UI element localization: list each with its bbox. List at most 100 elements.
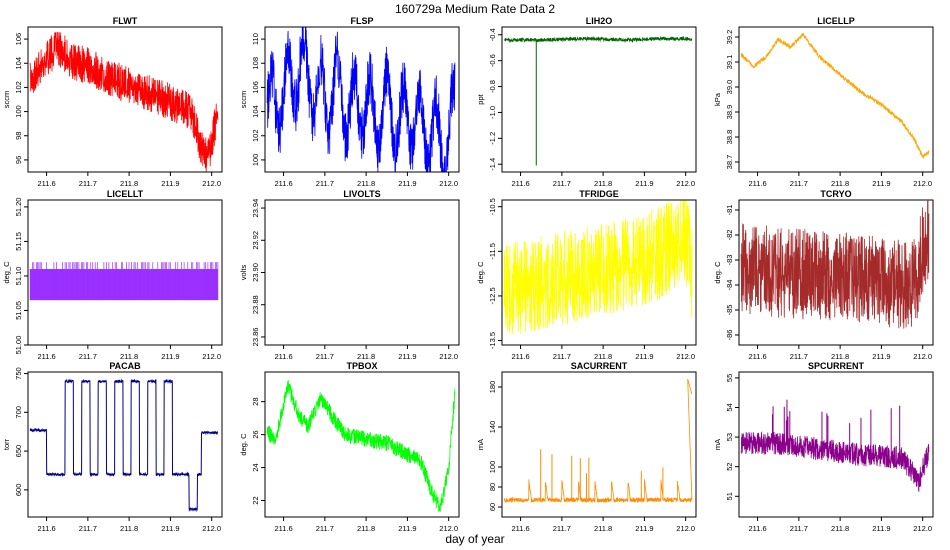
y-axis-label: ppt (476, 93, 485, 104)
y-tick-label: 22 (251, 496, 260, 504)
panel-title: LICELLP (817, 16, 855, 26)
series-line (266, 27, 456, 172)
series-line (503, 378, 693, 504)
x-tick-label: 211.9 (635, 179, 653, 188)
y-tick-label: 51.20 (14, 198, 23, 217)
y-tick-label: 23.94 (251, 199, 260, 218)
y-tick-label: 51.15 (14, 232, 23, 251)
y-tick-label: 51.00 (14, 336, 23, 355)
x-tick-label: 212.0 (202, 179, 221, 188)
plot-frame (27, 371, 223, 518)
x-tick-label: 211.7 (79, 179, 97, 188)
panel-sacurrent: SACURRENT 211.6 211.7 211.8 211.9 212.0 60 80 10… (476, 361, 697, 533)
y-tick-label: 102 (14, 81, 23, 94)
y-tick-label: -1.2 (488, 132, 497, 145)
y-axis-label: torr (2, 438, 11, 450)
x-tick-label: 211.7 (316, 352, 334, 361)
series-tfridge (503, 200, 693, 335)
series-line (266, 380, 456, 512)
x-tick-label: 211.9 (872, 524, 890, 533)
x-tick-label: 212.0 (913, 179, 932, 188)
panel-flsp: FLSP 211.6 211.7 211.8 211.9 212.0 100 102 104 10… (239, 16, 460, 188)
x-tick-label: 211.7 (553, 352, 571, 361)
y-tick-label: 600 (14, 484, 23, 497)
panel-livolts: LIVOLTS 211.6 211.7 211.8 211.9 212.0 23.86 23.… (239, 189, 460, 361)
x-tick-label: 211.7 (316, 179, 334, 188)
x-tick-label: 211.9 (398, 179, 416, 188)
series-pacab (29, 378, 219, 513)
y-tick-label: -1.0 (488, 106, 497, 119)
y-tick-label: 51.10 (14, 267, 23, 286)
y-axis-label: sccm (239, 91, 248, 109)
y-tick-label: -11.5 (488, 243, 497, 260)
panel-title: TPBOX (346, 361, 377, 371)
panel-title: TCRYO (820, 189, 851, 199)
x-tick-label: 211.7 (316, 524, 334, 533)
panel-lih2o: LIH2O 211.6 211.7 211.8 211.9 212.0 -1.4 -1.2 -1… (476, 16, 697, 188)
y-tick-label: 39.1 (725, 55, 734, 70)
x-tick-label: 211.6 (37, 179, 55, 188)
panel-title: LIH2O (586, 16, 613, 26)
x-tick-label: 212.0 (913, 524, 932, 533)
x-tick-label: 211.8 (357, 352, 375, 361)
x-tick-label: 212.0 (913, 352, 932, 361)
y-tick-label: -10.5 (488, 198, 497, 215)
x-tick-label: 211.6 (511, 352, 529, 361)
y-tick-label: -83 (725, 255, 734, 266)
y-tick-label: 24 (251, 463, 260, 471)
x-tick-label: 211.7 (79, 352, 97, 361)
y-tick-label: 55 (725, 374, 734, 382)
x-tick-label: 211.6 (37, 524, 55, 533)
y-tick-label: 23.86 (251, 328, 260, 347)
x-tick-label: 211.8 (120, 352, 138, 361)
series-line (503, 200, 693, 335)
x-tick-label: 211.7 (790, 352, 808, 361)
series-line (29, 31, 219, 172)
x-tick-label: 211.9 (398, 524, 416, 533)
series-line (29, 262, 219, 301)
x-tick-label: 212.0 (676, 179, 695, 188)
plot-frame (738, 26, 934, 173)
panel-flwt: FLWT 211.6 211.7 211.8 211.9 212.0 96 98 100 102 1… (2, 16, 223, 188)
x-tick-label: 211.7 (790, 179, 808, 188)
y-axis-label: deg_C (2, 261, 11, 284)
y-tick-label: -84 (725, 280, 734, 291)
plot-frame (738, 371, 934, 518)
y-axis-label: deg. C (713, 261, 722, 284)
x-tick-label: 211.8 (594, 352, 612, 361)
y-tick-label: 108 (251, 57, 260, 70)
x-tick-label: 211.6 (511, 524, 529, 533)
y-tick-label: 38.9 (725, 105, 734, 120)
y-tick-label: -85 (725, 305, 734, 316)
series-licellt (29, 262, 219, 301)
x-tick-label: 211.6 (37, 352, 55, 361)
y-axis-label: deg. C (476, 261, 485, 284)
panel-title: SACURRENT (571, 361, 628, 371)
y-tick-label: 650 (14, 445, 23, 458)
y-tick-label: 106 (14, 33, 23, 46)
y-axis-label: kPa (713, 92, 722, 106)
panel-tpbox: TPBOX 211.6 211.7 211.8 211.9 212.0 22 24 26 28 de… (239, 361, 460, 533)
x-tick-label: 211.7 (79, 524, 97, 533)
x-tick-label: 212.0 (676, 524, 695, 533)
y-tick-label: 26 (251, 430, 260, 438)
y-tick-label: 51.05 (14, 301, 23, 320)
series-line (740, 200, 930, 329)
x-tick-label: 211.7 (553, 524, 571, 533)
series-tpbox (266, 380, 456, 512)
series-flsp (266, 27, 456, 172)
y-tick-label: 60 (488, 503, 497, 511)
plot-frame (27, 26, 223, 173)
y-tick-label: 100 (14, 105, 23, 118)
y-tick-label: 38.7 (725, 155, 734, 170)
x-tick-label: 211.9 (161, 524, 179, 533)
x-tick-label: 211.7 (790, 524, 808, 533)
x-tick-label: 211.6 (511, 179, 529, 188)
y-tick-label: 180 (488, 381, 497, 394)
plot-frame (501, 199, 697, 346)
plot-frame (27, 199, 223, 346)
series-flwt (29, 31, 219, 172)
panel-title: SPCURRENT (808, 361, 865, 371)
plot-frame (264, 371, 460, 518)
y-tick-label: 53 (725, 433, 734, 441)
